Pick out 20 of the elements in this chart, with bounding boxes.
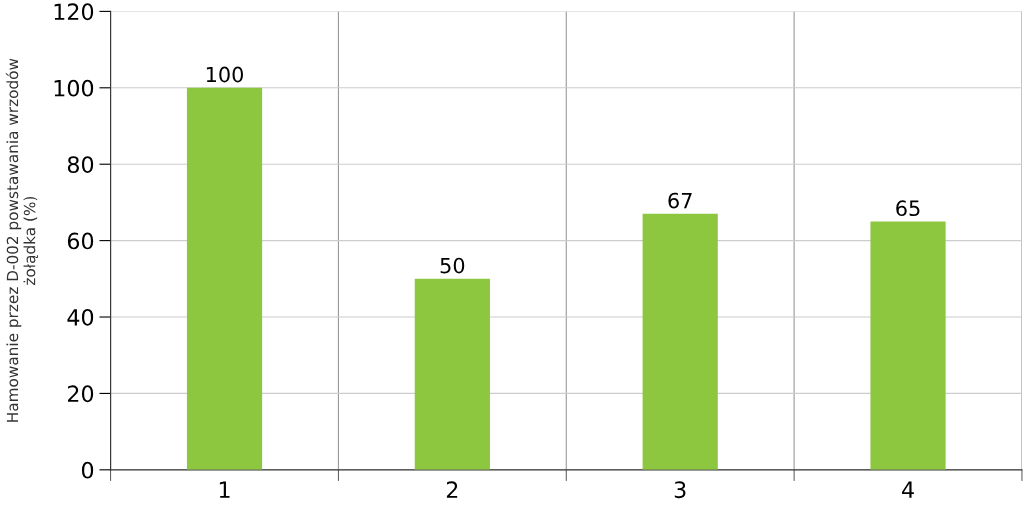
bar xyxy=(186,87,263,470)
data-label: 67 xyxy=(668,192,692,209)
x-tick-label: 4 xyxy=(902,481,914,498)
y-tick-label: 20 xyxy=(67,385,94,403)
y-tick-label: 0 xyxy=(81,461,94,479)
y-axis-title: Hamowanie przez D-002 powstawania wrzodów żołądka (%) xyxy=(5,58,39,422)
y-tick-label: 40 xyxy=(67,308,94,326)
y-tick-label: 80 xyxy=(67,156,94,173)
bar xyxy=(642,213,718,470)
x-tick-label: 1 xyxy=(219,481,230,498)
data-label: 50 xyxy=(440,257,465,274)
y-tick-label: 60 xyxy=(67,232,94,250)
x-tick-label: 2 xyxy=(446,481,458,498)
bar xyxy=(414,278,490,470)
data-label: 100 xyxy=(206,66,244,83)
y-tick-label: 100 xyxy=(54,79,94,97)
y-tick-label: 120 xyxy=(54,3,94,21)
data-label: 65 xyxy=(896,200,920,217)
x-tick-label: 3 xyxy=(674,481,686,499)
bar xyxy=(870,221,946,470)
